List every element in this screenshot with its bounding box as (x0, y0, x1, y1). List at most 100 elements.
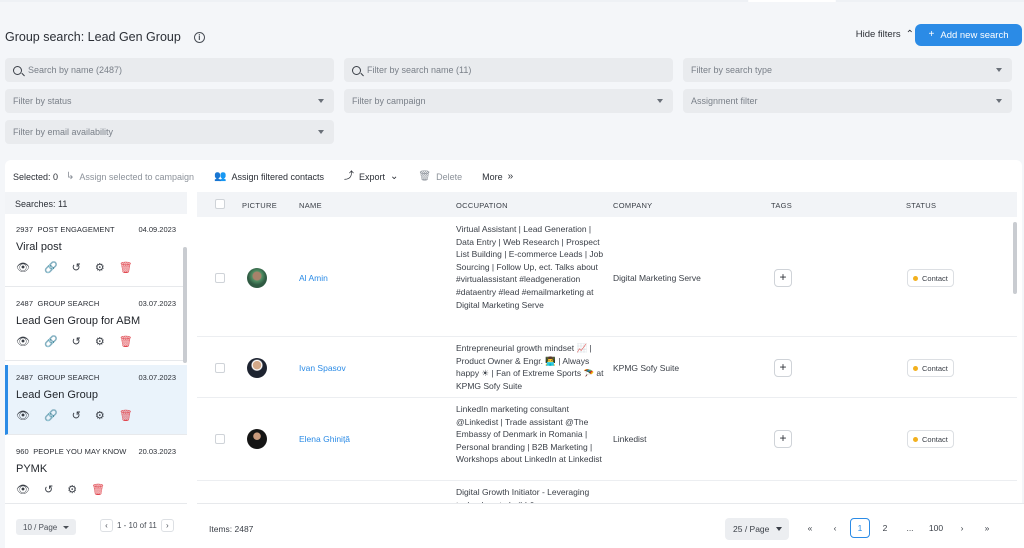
hide-filters-button[interactable]: Hide filters ⌃ (856, 29, 914, 40)
card-type: GROUP SEARCH (37, 373, 100, 382)
column-picture: PICTURE (242, 201, 278, 210)
assign-filtered-button[interactable]: 👥 Assign filtered contacts (214, 172, 324, 183)
search-card-viral-post[interactable]: 2937 POST ENGAGEMENT 04.09.2023 Viral pos… (5, 217, 187, 287)
eye-icon[interactable]: 👁 (16, 336, 30, 348)
status-dot (913, 436, 918, 442)
page-ellipsis[interactable]: ... (906, 523, 914, 533)
eye-icon[interactable]: 👁 (16, 410, 30, 422)
status-label: Contact (922, 434, 948, 444)
filter-by-search-type-select[interactable]: Filter by search type (683, 58, 1012, 82)
trash-icon[interactable]: 🗑 (118, 336, 133, 348)
occupation-text: LinkedIn marketing consultant @Linkedist… (456, 404, 602, 465)
search-card-lead-gen-abm[interactable]: 2487 GROUP SEARCH 03.07.2023 Lead Gen Gro… (5, 291, 187, 361)
sidebar-pagination: 10 / Page ‹ 1 - 10 of 11 › (5, 503, 187, 548)
table-vertical-scrollbar[interactable] (1013, 222, 1017, 294)
per-page-select[interactable]: 25 / Page (725, 518, 789, 540)
table-row[interactable]: Al Amin Virtual Assistant | Lead Generat… (197, 217, 1017, 337)
search-card-pymk[interactable]: 960 PEOPLE YOU MAY KNOW 20.03.2023 PYMK 👁… (5, 439, 187, 509)
trash-icon[interactable]: 🗑 (118, 262, 133, 274)
first-page-button[interactable]: « (807, 523, 813, 533)
chevron-down-icon (996, 99, 1002, 103)
assignment-filter-select[interactable]: Assignment filter (683, 89, 1012, 113)
assignment-filter-label: Assignment filter (691, 96, 758, 106)
contact-name-link[interactable]: Ivan Spasov (299, 363, 346, 373)
status-badge[interactable]: Contact (907, 430, 954, 448)
row-checkbox[interactable] (215, 434, 225, 444)
search-by-name-input[interactable]: Search by name (2487) (5, 58, 334, 82)
occupation-text: Entrepreneurial growth mindset 📈 | Produ… (456, 343, 604, 391)
table-pagination: Items: 2487 25 / Page « ‹ 1 2 ... 100 › … (197, 503, 1024, 548)
export-label: Export (359, 172, 386, 182)
chevron-down-icon (318, 130, 324, 134)
page-button[interactable]: 2 (882, 523, 888, 533)
card-name: Lead Gen Group (16, 389, 98, 401)
sidebar-per-page-select[interactable]: 10 / Page (16, 519, 76, 535)
trash-icon[interactable]: 🗑 (118, 410, 133, 422)
add-new-search-button[interactable]: + Add new search (915, 24, 1022, 46)
searches-count: Searches: 11 (5, 192, 187, 214)
contact-name-link[interactable]: Elena Ghiniță (299, 434, 351, 444)
link-icon[interactable]: 🔗 (43, 262, 58, 274)
refresh-icon[interactable]: ↺ (71, 336, 81, 348)
more-button[interactable]: More » (482, 172, 513, 183)
last-page-button[interactable]: » (984, 523, 990, 533)
contact-name-link[interactable]: Al Amin (299, 273, 328, 283)
gear-icon[interactable]: ⚙ (94, 336, 105, 348)
trash-icon[interactable]: 🗑 (91, 484, 106, 496)
status-badge[interactable]: Contact (907, 269, 954, 287)
column-status: STATUS (906, 201, 937, 210)
filter-by-search-name-placeholder: Filter by search name (11) (367, 65, 472, 75)
row-checkbox[interactable] (215, 273, 225, 283)
trash-icon: 🗑 (418, 171, 432, 182)
avatar (247, 268, 267, 288)
add-tag-button[interactable]: + (774, 269, 792, 287)
table-row[interactable]: Digital Growth Initiator - Leveraging te… (197, 482, 1017, 504)
eye-icon[interactable]: 👁 (16, 262, 30, 274)
more-label: More (482, 172, 503, 182)
gear-icon[interactable]: ⚙ (94, 410, 105, 422)
search-card-lead-gen-group[interactable]: 2487 GROUP SEARCH 03.07.2023 Lead Gen Gro… (5, 365, 187, 435)
gear-icon[interactable]: ⚙ (67, 484, 78, 496)
row-checkbox[interactable] (215, 363, 225, 373)
search-icon (352, 65, 361, 75)
status-label: Contact (922, 363, 948, 373)
add-tag-button[interactable]: + (774, 430, 792, 448)
card-name: Viral post (16, 241, 62, 253)
column-occupation: OCCUPATION (456, 201, 508, 210)
filter-by-status-label: Filter by status (13, 96, 72, 106)
link-icon[interactable]: 🔗 (43, 410, 58, 422)
plus-icon: + (928, 29, 935, 40)
filter-by-status-select[interactable]: Filter by status (5, 89, 334, 113)
filter-by-campaign-select[interactable]: Filter by campaign (344, 89, 673, 113)
sidebar-scrollbar[interactable] (183, 247, 187, 363)
assign-selected-button[interactable]: ↳ Assign selected to campaign (66, 172, 194, 183)
export-button[interactable]: ⤴ Export ⌄ (344, 172, 398, 183)
status-badge[interactable]: Contact (907, 359, 954, 377)
filter-by-email-select[interactable]: Filter by email availability (5, 120, 334, 144)
add-tag-button[interactable]: + (774, 359, 792, 377)
add-new-search-label: Add new search (940, 29, 1009, 41)
chevron-down-icon (63, 525, 70, 529)
delete-button[interactable]: 🗑 Delete (418, 171, 462, 183)
info-icon[interactable]: i (193, 31, 205, 43)
gear-icon[interactable]: ⚙ (94, 262, 105, 274)
status-dot (913, 365, 918, 371)
page-button[interactable]: 1 (850, 518, 870, 538)
table-row[interactable]: Elena Ghiniță LinkedIn marketing consult… (197, 399, 1017, 481)
next-page-button[interactable]: › (160, 519, 174, 532)
select-all-checkbox[interactable] (215, 199, 225, 209)
page-button[interactable]: 100 (928, 523, 944, 533)
prev-page-button[interactable]: ‹ (833, 523, 837, 533)
card-count: 960 (16, 447, 29, 456)
next-page-button[interactable]: › (960, 523, 964, 533)
table-row[interactable]: Ivan Spasov Entrepreneurial growth minds… (197, 338, 1017, 398)
refresh-icon[interactable]: ↺ (43, 484, 54, 496)
filter-by-search-name-input[interactable]: Filter by search name (11) (344, 58, 673, 82)
sidebar-range: 1 - 10 of 11 (117, 521, 157, 530)
link-icon[interactable]: 🔗 (43, 336, 58, 348)
prev-page-button[interactable]: ‹ (100, 519, 113, 532)
card-date: 20.03.2023 (138, 447, 176, 456)
refresh-icon[interactable]: ↺ (71, 262, 81, 274)
eye-icon[interactable]: 👁 (16, 484, 30, 496)
refresh-icon[interactable]: ↺ (71, 410, 81, 422)
